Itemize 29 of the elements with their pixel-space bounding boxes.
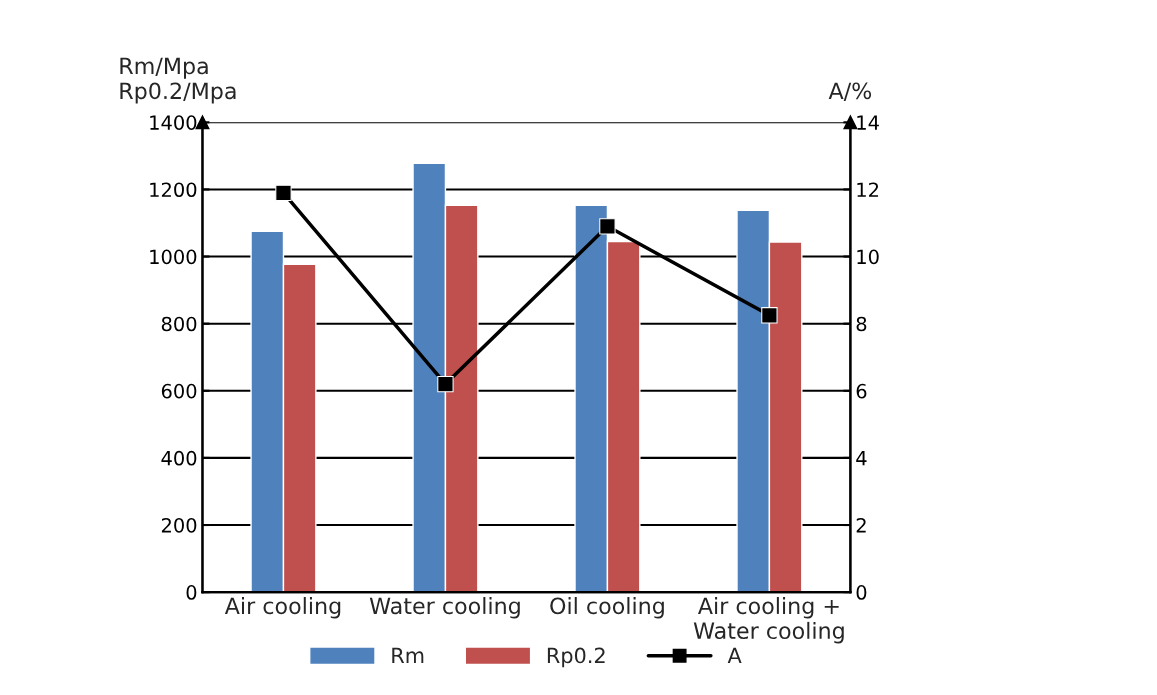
point <box>761 307 778 324</box>
y-tick-label: 600 <box>161 383 197 399</box>
y2-tick-label: 4 <box>856 451 867 466</box>
x-tick-label: Air cooling <box>224 597 341 619</box>
y2-tick-label: 12 <box>857 182 879 197</box>
y-tick-label: 1000 <box>150 249 197 265</box>
x-tick-label: Water cooling <box>369 597 520 619</box>
y-tick-label: 1200 <box>150 182 197 198</box>
y2-tick-label: 0 <box>856 585 867 600</box>
legend-label: Rp0.2 <box>547 647 605 668</box>
x-tick-label: Air cooling + Water cooling <box>693 597 844 644</box>
y-tick-label: 1400 <box>150 115 197 130</box>
x-tick-label: Oil cooling <box>550 597 664 619</box>
y2-tick-label: 8 <box>856 316 867 332</box>
point <box>275 184 292 201</box>
point <box>437 375 454 393</box>
y2-tick-label: 14 <box>857 115 879 130</box>
y2-tick-label: 6 <box>856 383 867 399</box>
y-tick-label: 200 <box>161 517 197 533</box>
legend-label: A <box>727 647 742 664</box>
point <box>599 218 616 235</box>
y2-tick-label: 10 <box>857 249 879 265</box>
y2-axis-title: A/% <box>828 82 872 101</box>
y-tick-label: 400 <box>161 450 197 466</box>
y-tick-label: 800 <box>161 316 197 332</box>
y-tick-label: 0 <box>186 585 197 600</box>
y-axis-title: Rm/Mpa Rp0.2/Mpa <box>120 57 236 104</box>
legend-label: Rm <box>392 647 424 664</box>
y2-tick-label: 2 <box>856 517 866 533</box>
